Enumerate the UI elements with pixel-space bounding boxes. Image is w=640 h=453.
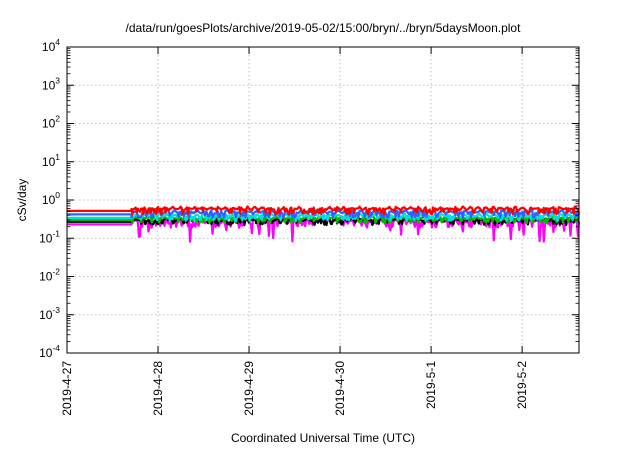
x-axis-label: Coordinated Universal Time (UTC) bbox=[231, 431, 415, 445]
y-tick-label: 10-2 bbox=[39, 267, 60, 284]
x-tick-label: 2019-4-28 bbox=[151, 361, 165, 416]
y-tick-label: 10-4 bbox=[39, 343, 60, 360]
series-layer bbox=[67, 205, 581, 243]
y-tick-label: 102 bbox=[42, 114, 60, 131]
x-tick-label: 2019-5-1 bbox=[424, 361, 438, 409]
y-tick-label: 103 bbox=[42, 75, 60, 92]
y-tick-label: 101 bbox=[42, 152, 60, 169]
grid-layer bbox=[67, 47, 579, 353]
y-tick-label: 100 bbox=[42, 190, 60, 207]
x-tick-labels: 2019-4-27 2019-4-28 2019-4-29 2019-4-30 2019… bbox=[60, 361, 529, 416]
y-tick-labels: 104 103 102 101 100 10-1 10-2 10-3 10-4 bbox=[39, 37, 60, 360]
y-tick-label: 10-3 bbox=[39, 305, 60, 322]
chart-title: /data/run/goesPlots/archive/2019-05-02/1… bbox=[126, 21, 522, 35]
y-axis-label: cSv/day bbox=[15, 179, 29, 222]
series-line bbox=[67, 205, 581, 216]
x-tick-label: 2019-5-2 bbox=[515, 361, 529, 409]
y-tick-label: 104 bbox=[42, 37, 60, 54]
tick-layer bbox=[66, 46, 579, 354]
x-tick-label: 2019-4-29 bbox=[242, 361, 256, 416]
x-tick-label: 2019-4-27 bbox=[60, 361, 74, 416]
y-tick-label: 10-1 bbox=[39, 228, 60, 245]
x-tick-label: 2019-4-30 bbox=[333, 361, 347, 416]
